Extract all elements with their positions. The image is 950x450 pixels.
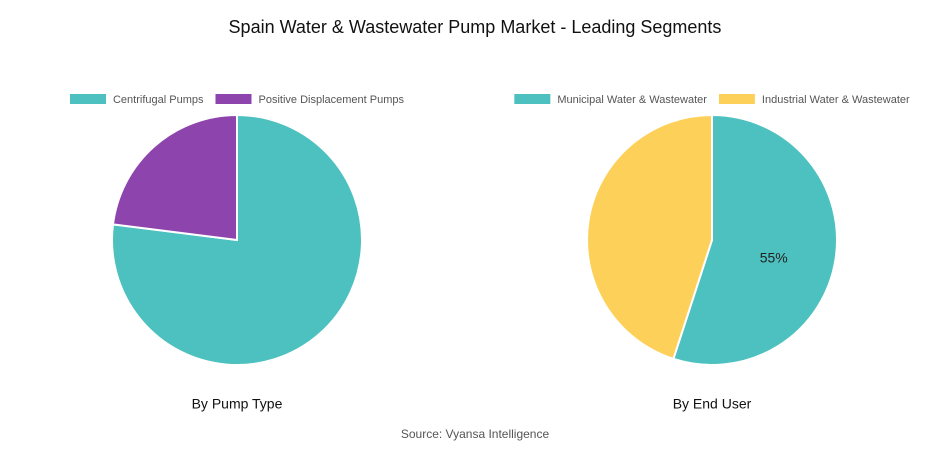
legend-swatch bbox=[215, 94, 252, 104]
legend-label: Municipal Water & Wastewater bbox=[557, 94, 707, 106]
chart-title: By End User bbox=[673, 396, 752, 412]
legend: Municipal Water & Wastewater Industrial W… bbox=[514, 94, 910, 106]
pie-slice bbox=[672, 113, 838, 366]
chart-title: By Pump Type bbox=[192, 396, 283, 412]
legend-swatch bbox=[514, 94, 551, 104]
source: Source: Vyansa Intelligence bbox=[401, 427, 550, 441]
legend-label: Positive Displacement Pumps bbox=[258, 94, 404, 106]
legend-swatch bbox=[69, 94, 106, 104]
page-title: Spain Water & Wastewater Pump Market - L… bbox=[229, 17, 722, 37]
legend-swatch bbox=[718, 94, 755, 104]
legend-label: Centrifugal Pumps bbox=[113, 94, 204, 106]
value-label: 55% bbox=[760, 249, 788, 265]
pie-slice bbox=[586, 113, 713, 361]
legend: Centrifugal Pumps Positive Displacement P… bbox=[69, 94, 404, 106]
pie-slice bbox=[111, 113, 238, 242]
legend-label: Industrial Water & Wastewater bbox=[762, 94, 910, 106]
